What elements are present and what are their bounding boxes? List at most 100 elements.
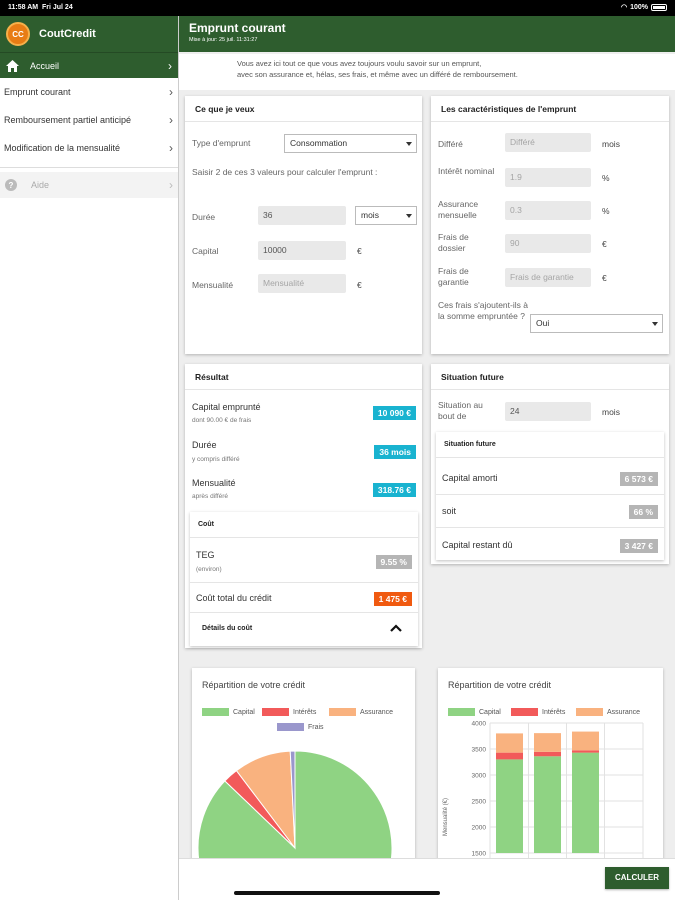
dossier-input[interactable]: 90 — [505, 234, 591, 253]
y-tick-label: 2000 — [472, 825, 487, 832]
soit-value: 66 % — [628, 505, 658, 519]
mensualite-label: Mensualité — [192, 280, 234, 290]
sidebar-header: CC CoutCredit — [0, 16, 178, 52]
capital-unit: € — [357, 246, 362, 256]
sidebar-divider — [0, 162, 178, 168]
capital-emprunte-sub: dont 90.00 € de frais — [192, 417, 252, 424]
card-future: Situation future Situation au bout de 24… — [431, 364, 669, 564]
legend-swatch — [576, 708, 603, 716]
cost-title: Coût — [190, 512, 418, 538]
legend-swatch — [277, 723, 304, 731]
card-title: Situation future — [431, 364, 669, 390]
bar-capital-3 — [572, 752, 599, 853]
duree-label: Durée — [192, 212, 216, 222]
future-subcard: Situation future Capital amorti 6 573 € … — [436, 432, 664, 560]
legend-interets: Intérêts — [511, 708, 565, 716]
teg-sub: (environ) — [196, 566, 222, 573]
y-tick-label: 3500 — [472, 747, 487, 754]
total-cost-label: Coût total du crédit — [196, 593, 272, 603]
type-select[interactable]: Consommation — [284, 134, 417, 153]
result-duree-value: 36 mois — [374, 445, 416, 459]
card-pie-chart: Répartition de votre crédit Capital Inté… — [192, 668, 415, 868]
sidebar-item-emprunt-courant[interactable]: Emprunt courant › — [0, 78, 178, 106]
garantie-label: Frais de garantie — [438, 266, 469, 287]
pie-slice-frais — [289, 750, 296, 849]
sidebar: CC CoutCredit Accueil › Emprunt courant … — [0, 16, 179, 900]
interet-unit: % — [602, 173, 610, 183]
bout-input[interactable]: 24 — [505, 402, 591, 421]
divider — [436, 527, 664, 528]
sidebar-item-help[interactable]: ? Aide › — [0, 172, 178, 198]
y-tick-label: 2500 — [472, 799, 487, 806]
chevron-right-icon: › — [168, 58, 172, 73]
assurance-input[interactable]: 0.3 — [505, 201, 591, 220]
status-right: ◠ 100% — [621, 3, 667, 11]
y-tick-label: 4000 — [472, 721, 487, 728]
home-indicator — [234, 891, 440, 895]
pie-chart — [197, 750, 393, 868]
sidebar-item-remboursement[interactable]: Remboursement partiel anticipé › — [0, 106, 178, 134]
bout-unit: mois — [602, 407, 620, 417]
duree-unit-select[interactable]: mois — [355, 206, 417, 225]
interet-input[interactable]: 1.9 — [505, 168, 591, 187]
card-characteristics: Les caractéristiques de l'emprunt Différ… — [431, 96, 669, 354]
sidebar-item-home[interactable]: Accueil › — [0, 52, 178, 78]
legend-assurance: Assurance — [576, 708, 640, 716]
result-mensualite-label: Mensualité — [192, 478, 236, 488]
home-icon — [6, 59, 19, 72]
teg-value: 9.55 % — [375, 555, 412, 569]
card-title: Ce que je veux — [185, 96, 422, 122]
interet-label: Intérêt nominal — [438, 166, 495, 176]
legend-swatch — [511, 708, 538, 716]
bar-intérêts-3 — [572, 750, 599, 753]
differe-unit: mois — [602, 139, 620, 149]
legend-swatch — [329, 708, 356, 716]
dropdown-arrow-icon — [406, 142, 412, 146]
legend-capital: Capital — [448, 708, 501, 716]
legend-swatch — [262, 708, 289, 716]
teg-label: TEG — [196, 550, 215, 560]
differe-input[interactable]: Différé — [505, 133, 591, 152]
chevron-right-icon: › — [169, 141, 173, 155]
dropdown-arrow-icon — [652, 322, 658, 326]
legend-frais: Frais — [277, 723, 324, 731]
legend-swatch — [448, 708, 475, 716]
bar-chart-title: Répartition de votre crédit — [448, 680, 552, 690]
divider — [436, 494, 664, 495]
amorti-label: Capital amorti — [442, 473, 498, 483]
calculate-button[interactable]: CALCULER — [605, 867, 669, 889]
sidebar-item-label: Emprunt courant — [4, 87, 71, 97]
cost-details-toggle[interactable]: Détails du coût — [190, 612, 418, 646]
sidebar-item-modification[interactable]: Modification de la mensualité › — [0, 134, 178, 162]
sidebar-help-label: Aide — [31, 180, 50, 190]
card-result: Résultat Capital emprunté dont 90.00 € d… — [185, 364, 422, 648]
ajout-select[interactable]: Oui — [530, 314, 663, 333]
wifi-icon: ◠ — [620, 4, 628, 11]
bar-assurance-2 — [534, 733, 561, 752]
bar-assurance-1 — [496, 733, 523, 753]
chevron-right-icon: › — [169, 178, 173, 192]
bar-intérêts-2 — [534, 751, 561, 757]
garantie-unit: € — [602, 273, 607, 283]
dossier-unit: € — [602, 239, 607, 249]
card-want: Ce que je veux Type d'emprunt Consommati… — [185, 96, 422, 354]
y-tick-label: 3000 — [472, 773, 487, 780]
y-tick-label: 1500 — [472, 851, 487, 858]
mensualite-input[interactable]: Mensualité — [258, 274, 346, 293]
pie-slice-capital — [197, 750, 393, 868]
restant-value: 3 427 € — [619, 539, 658, 553]
chevron-right-icon: › — [169, 85, 173, 99]
card-title: Résultat — [185, 364, 422, 390]
garantie-input[interactable]: Frais de garantie — [505, 268, 591, 287]
bout-label: Situation au bout de — [438, 400, 483, 421]
card-title: Les caractéristiques de l'emprunt — [431, 96, 669, 122]
duree-input[interactable]: 36 — [258, 206, 346, 225]
page-header: Emprunt courant Mise à jour: 25 juil. 11… — [179, 16, 675, 52]
legend-swatch — [202, 708, 229, 716]
bar-capital-1 — [496, 759, 523, 853]
ajout-label: Ces frais s'ajoutent-ils à la somme empr… — [438, 300, 528, 321]
capital-emprunte-value: 10 090 € — [372, 406, 416, 420]
result-duree-label: Durée — [192, 440, 217, 450]
capital-input[interactable]: 10000 — [258, 241, 346, 260]
instruction-text: Saisir 2 de ces 3 valeurs pour calculer … — [192, 167, 378, 177]
